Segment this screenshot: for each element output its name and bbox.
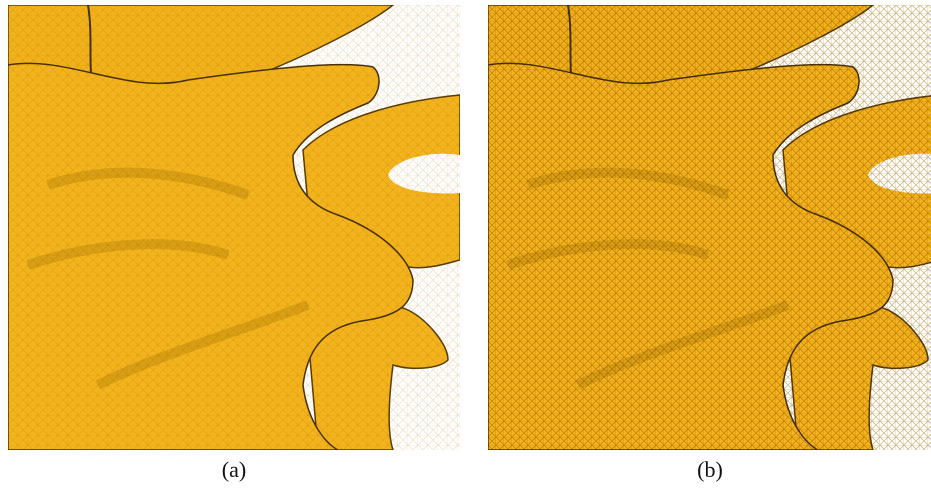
- gutter: [460, 0, 488, 450]
- caption: (a): [222, 457, 246, 482]
- figure: (a) (b): [0, 0, 931, 497]
- caption: (b): [697, 457, 723, 482]
- page: (a) (b) (() => { const data = JSON.parse…: [0, 0, 931, 497]
- panel-a-image: [8, 5, 460, 450]
- panel-b-image: [488, 5, 931, 450]
